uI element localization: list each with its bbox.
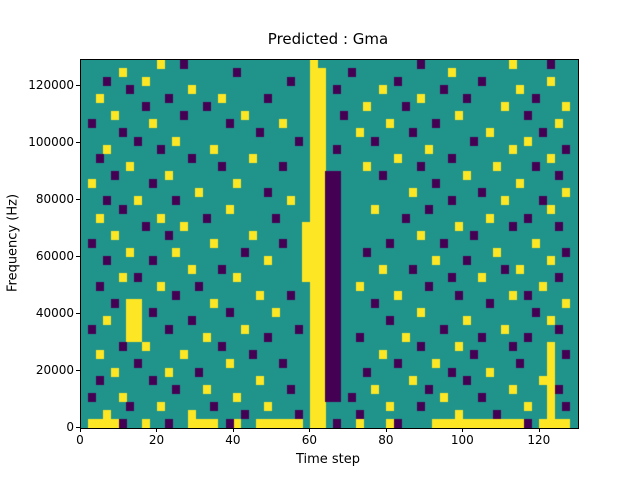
y-tick-label: 0 <box>66 420 74 434</box>
y-tick-label: 40000 <box>35 305 74 320</box>
x-tick-mark <box>538 428 540 432</box>
heatmap-canvas <box>81 60 578 428</box>
x-tick-label: 20 <box>148 433 165 447</box>
y-tick-mark <box>76 198 80 200</box>
y-tick-label: 60000 <box>35 248 74 263</box>
x-tick-label: 80 <box>378 433 394 447</box>
y-axis-label: Frequency (Hz) <box>5 193 21 293</box>
y-tick-label: 20000 <box>35 362 74 377</box>
x-tick-label: 120 <box>527 433 551 447</box>
x-tick-mark <box>309 428 311 432</box>
y-tick-mark <box>76 369 80 371</box>
x-tick-mark <box>385 428 387 432</box>
x-tick-label: 100 <box>450 433 474 447</box>
x-axis-label: Time step <box>295 452 361 467</box>
x-tick-label: 40 <box>225 433 241 447</box>
x-tick-mark <box>156 428 158 432</box>
x-tick-mark <box>462 428 464 432</box>
plot-title: Predicted : Gma <box>267 30 389 48</box>
y-tick-mark <box>76 255 80 257</box>
plot-frame <box>80 59 579 429</box>
x-tick-label: 0 <box>76 433 84 447</box>
y-tick-label: 80000 <box>35 191 74 206</box>
y-tick-mark <box>76 84 80 86</box>
x-tick-mark <box>232 428 234 432</box>
y-tick-mark <box>76 427 80 428</box>
y-tick-label: 120000 <box>28 77 74 92</box>
y-tick-mark <box>76 141 80 143</box>
y-tick-label: 100000 <box>28 134 74 149</box>
x-tick-mark <box>80 428 81 432</box>
y-tick-mark <box>76 312 80 314</box>
x-tick-label: 60 <box>301 433 318 447</box>
